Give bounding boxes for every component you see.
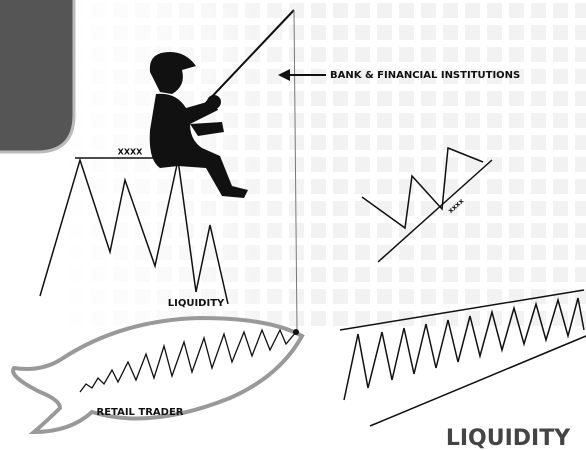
fish-zigzag: [79, 328, 297, 393]
fish: [11, 315, 305, 435]
hook: [293, 329, 299, 335]
institutions-label: BANK & FINANCIAL INSTITUTIONS: [330, 70, 520, 81]
fisherman: [149, 52, 248, 198]
wedge-lower: [369, 335, 586, 427]
liquidity-small: LIQUIDITY: [168, 298, 225, 309]
fishing-rod: [204, 9, 295, 105]
level-label: XXXX: [118, 148, 144, 157]
wedge-zigzag-2: [343, 297, 585, 401]
wedge-zigzag: [361, 146, 484, 230]
arrow-head: [278, 69, 290, 81]
wedge-upper: [339, 289, 585, 331]
fishing-line: [293, 9, 298, 333]
liquidity-big: LIQUIDITY: [446, 426, 571, 450]
wedge-line: [377, 159, 493, 263]
retail-label: RETAIL TRADER: [97, 407, 184, 418]
zigzag: [39, 157, 229, 305]
panel: [0, 0, 76, 154]
